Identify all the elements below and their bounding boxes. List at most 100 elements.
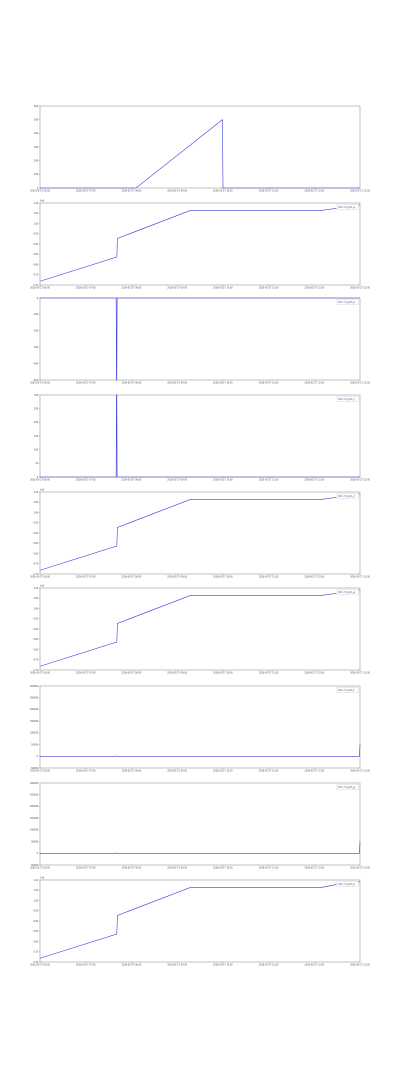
y-tick-label: 0.85 (33, 253, 38, 256)
x-tick-label: 2026-05-27 09:00 (167, 576, 187, 579)
y-tick-label: 1.10 (33, 879, 38, 882)
plot-frame (39, 587, 361, 671)
x-tick-label: 2026-05-27 11:00 (259, 382, 279, 385)
x-tick-label: 2026-05-27 06:00 (30, 867, 50, 870)
legend-box (336, 396, 359, 402)
legend-label: ch_rpm_g (344, 786, 356, 789)
series-line (40, 119, 360, 189)
y-tick-label: 0 (37, 297, 39, 300)
y-tick-label: -50000 (30, 767, 38, 770)
plot-frame (39, 202, 361, 286)
y-tick-label: 0.80 (33, 263, 38, 266)
y-tick-label: 1.00 (33, 511, 38, 514)
series-line (39, 493, 361, 571)
y-tick-label: 1.05 (33, 501, 38, 504)
x-tick-label: 2026-05-27 07:00 (76, 479, 96, 482)
y-tick-label: 150000 (30, 720, 39, 723)
x-tick-label: 2026-05-27 08:00 (122, 867, 142, 870)
legend-box (336, 687, 359, 693)
x-tick-label: 2026-05-27 08:00 (122, 576, 142, 579)
y-tick-label: -50000 (30, 864, 38, 867)
y-tick-label: 200000 (30, 708, 39, 711)
y-tick-label: 100000 (30, 829, 39, 832)
y-tick-label: 0.85 (33, 638, 38, 641)
y-tick-label: 0.75 (33, 274, 38, 277)
y-tick-label: 250000 (30, 794, 39, 797)
x-tick-label: 2026-05-27 12:00 (304, 964, 324, 967)
series-line (40, 394, 360, 478)
legend-box (336, 204, 359, 210)
x-tick-label: 2026-05-27 12:00 (304, 287, 324, 290)
y-tick-label: 0.75 (33, 659, 38, 662)
y-tick-label: 0.85 (33, 930, 38, 933)
x-tick-label: 2026-05-27 09:00 (167, 190, 187, 193)
x-tick-label: 2026-05-27 09:00 (167, 867, 187, 870)
plot-frame (39, 491, 361, 575)
x-tick-label: 2026-05-27 12:00 (304, 770, 324, 773)
x-tick-label: 2026-05-27 11:00 (259, 672, 279, 675)
x-tick-label: 2026-05-27 06:00 (30, 964, 50, 967)
chart-panel-6: 0.70 0.75 0.80 0.85 0.90 0.95 1.00 1.05 1.10 2026… (30, 585, 370, 675)
legend-box (336, 299, 359, 305)
x-tick-label: 2026-05-27 12:00 (304, 867, 324, 870)
x-tick-label: 2026-05-27 12:00 (304, 576, 324, 579)
y-tick-label: 600 (34, 105, 39, 108)
plot-frame (39, 105, 361, 189)
x-tick-label: 2026-05-27 12:00 (304, 672, 324, 675)
x-tick-label: 2026-05-27 06:00 (30, 576, 50, 579)
x-tick-label: 2026-05-27 06:00 (30, 287, 50, 290)
y-tick-label: 0.75 (33, 563, 38, 566)
y-tick-label: 50000 (31, 743, 39, 746)
plot-frame (39, 297, 361, 381)
x-tick-label: 2026-05-27 10:00 (213, 770, 233, 773)
series-line (40, 744, 361, 757)
x-tick-label: 2026-05-27 08:00 (122, 382, 142, 385)
chart-panel-5: 0.70 0.75 0.80 0.85 0.90 0.95 1.00 1.05 1.10 2026… (30, 489, 370, 579)
x-tick-label: 2026-05-27 11:00 (259, 190, 279, 193)
y-tick-label: 100 (34, 173, 39, 176)
legend-label: ch_rpm_d (344, 495, 356, 498)
plot-frame (39, 879, 361, 963)
x-tick-label: 2026-05-27 06:00 (30, 190, 50, 193)
x-tick-label: 2026-05-27 08:00 (122, 287, 142, 290)
x-tick-label: 2026-05-27 06:00 (30, 770, 50, 773)
y-tick-label: 1.05 (33, 212, 38, 215)
legend-label: ch_rpm_e (344, 591, 356, 594)
x-tick-label: 2026-05-27 10:00 (213, 576, 233, 579)
x-tick-label: 2026-05-27 11:00 (259, 479, 279, 482)
y-tick-label: 1.10 (33, 491, 38, 494)
x-tick-label: 2026-05-27 07:00 (76, 672, 96, 675)
chart-panel-3: -500 -400 -300 -200 -100 0 2026-05-27 06:00 202… (30, 297, 370, 385)
x-tick-label: 2026-05-27 07:00 (76, 382, 96, 385)
x-tick-label: 2026-05-27 10:00 (213, 672, 233, 675)
y-tick-label: 400 (34, 132, 39, 135)
y-tick-label: 0.95 (33, 522, 38, 525)
x-tick-label: 2026-05-27 11:00 (259, 770, 279, 773)
legend-label: ch_rpm_h (344, 883, 356, 886)
y-tick-label: 1.00 (33, 899, 38, 902)
x-tick-label: 2026-05-27 13:00 (350, 770, 370, 773)
x-tick-label: 2026-05-27 08:00 (122, 672, 142, 675)
y-tick-label: 0.70 (33, 284, 38, 287)
plot-frame (39, 685, 361, 769)
y-tick-label: 0.90 (33, 532, 38, 535)
y-tick-label: 0.95 (33, 233, 38, 236)
y-tick-label: 0 (37, 476, 39, 479)
legend-box (336, 589, 359, 595)
y-tick-label: 300 (34, 146, 39, 149)
x-tick-label: 2026-05-27 10:00 (213, 190, 233, 193)
y-tick-label: 50000 (31, 840, 39, 843)
plot-frame (39, 394, 361, 478)
y-offset-label: 1e6 (40, 877, 45, 880)
x-tick-label: 2026-05-27 09:00 (167, 672, 187, 675)
chart-panel-7: -50000 0 50000 100000 150000 200000 250000 3000… (30, 685, 371, 773)
y-tick-label: 150000 (30, 817, 39, 820)
x-tick-label: 2026-05-27 07:00 (76, 964, 96, 967)
y-tick-label: 1.10 (33, 587, 38, 590)
x-tick-label: 2026-05-27 07:00 (76, 867, 96, 870)
y-tick-label: 0 (37, 755, 39, 758)
y-tick-label: 1.05 (33, 889, 38, 892)
y-tick-label: 0.95 (33, 618, 38, 621)
x-tick-label: 2026-05-27 07:00 (76, 287, 96, 290)
y-tick-label: 50 (35, 462, 38, 465)
